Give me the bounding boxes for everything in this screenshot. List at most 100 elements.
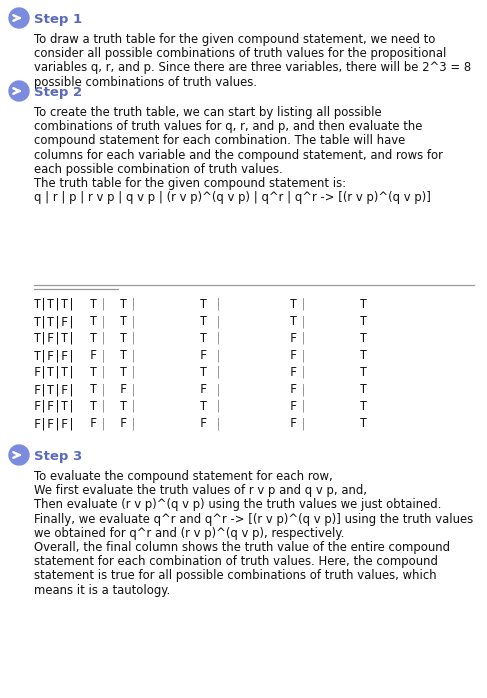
Text: F: F	[290, 383, 297, 396]
Text: T|T|T|: T|T|T|	[34, 298, 76, 311]
Text: Step 2: Step 2	[34, 86, 82, 99]
Text: T|F|F|: T|F|F|	[34, 349, 76, 362]
Text: Overall, the final column shows the truth value of the entire compound: Overall, the final column shows the trut…	[34, 541, 450, 554]
Text: T: T	[120, 349, 127, 362]
Text: T: T	[120, 298, 127, 311]
Text: F: F	[290, 349, 297, 362]
Text: |: |	[100, 349, 107, 362]
Text: F|F|T|: F|F|T|	[34, 400, 76, 413]
Text: we obtained for q^r and (r v p)^(q v p), respectively.: we obtained for q^r and (r v p)^(q v p),…	[34, 527, 344, 540]
Text: |: |	[100, 315, 107, 328]
Text: T: T	[360, 383, 367, 396]
Text: |: |	[300, 298, 307, 311]
Text: Then evaluate (r v p)^(q v p) using the truth values we just obtained.: Then evaluate (r v p)^(q v p) using the …	[34, 498, 441, 512]
Text: T: T	[290, 315, 297, 328]
Text: F: F	[120, 417, 127, 430]
Text: T: T	[120, 366, 127, 379]
Text: combinations of truth values for q, r, and p, and then evaluate the: combinations of truth values for q, r, a…	[34, 120, 422, 133]
Text: |: |	[215, 383, 222, 396]
Text: |: |	[215, 400, 222, 413]
Text: |: |	[215, 298, 222, 311]
Text: T: T	[120, 332, 127, 345]
Text: statement for each combination of truth values. Here, the compound: statement for each combination of truth …	[34, 555, 438, 568]
Text: T: T	[360, 315, 367, 328]
Text: |: |	[100, 366, 107, 379]
Text: F: F	[290, 400, 297, 413]
Text: |: |	[100, 400, 107, 413]
Text: columns for each variable and the compound statement, and rows for: columns for each variable and the compou…	[34, 149, 443, 162]
Text: |: |	[100, 298, 107, 311]
Text: F: F	[290, 366, 297, 379]
Text: |: |	[215, 332, 222, 345]
Text: |: |	[300, 315, 307, 328]
Text: |: |	[130, 366, 137, 379]
Text: F: F	[90, 349, 97, 362]
Text: |: |	[300, 400, 307, 413]
Text: T: T	[200, 400, 207, 413]
Text: F: F	[90, 417, 97, 430]
Text: |: |	[130, 417, 137, 430]
Text: The truth table for the given compound statement is:: The truth table for the given compound s…	[34, 177, 346, 190]
Text: T: T	[90, 332, 97, 345]
Text: T: T	[360, 298, 367, 311]
Text: Step 3: Step 3	[34, 450, 82, 463]
Text: F|F|F|: F|F|F|	[34, 417, 76, 430]
Text: compound statement for each combination. The table will have: compound statement for each combination.…	[34, 135, 405, 147]
Text: T: T	[200, 366, 207, 379]
Text: T|F|T|: T|F|T|	[34, 332, 76, 345]
Text: T: T	[360, 332, 367, 345]
Text: statement is true for all possible combinations of truth values, which: statement is true for all possible combi…	[34, 570, 437, 582]
Text: |: |	[215, 349, 222, 362]
Circle shape	[9, 445, 29, 465]
Text: T: T	[360, 366, 367, 379]
Text: possible combinations of truth values.: possible combinations of truth values.	[34, 75, 257, 89]
Circle shape	[9, 81, 29, 101]
Text: F: F	[200, 349, 207, 362]
Text: T: T	[360, 349, 367, 362]
Text: |: |	[215, 315, 222, 328]
Text: We first evaluate the truth values of r v p and q v p, and,: We first evaluate the truth values of r …	[34, 484, 367, 497]
Text: T: T	[90, 383, 97, 396]
Text: |: |	[130, 315, 137, 328]
Text: |: |	[300, 417, 307, 430]
Text: T: T	[360, 417, 367, 430]
Text: T: T	[200, 315, 207, 328]
Text: |: |	[300, 383, 307, 396]
Text: T: T	[90, 315, 97, 328]
Text: T: T	[120, 315, 127, 328]
Text: To create the truth table, we can start by listing all possible: To create the truth table, we can start …	[34, 106, 382, 119]
Text: T: T	[200, 298, 207, 311]
Text: |: |	[100, 417, 107, 430]
Text: F|T|F|: F|T|F|	[34, 383, 76, 396]
Text: Step 1: Step 1	[34, 13, 82, 26]
Text: |: |	[300, 366, 307, 379]
Text: |: |	[130, 400, 137, 413]
Text: F: F	[290, 332, 297, 345]
Text: F: F	[200, 417, 207, 430]
Text: T: T	[290, 298, 297, 311]
Text: F|T|T|: F|T|T|	[34, 366, 76, 379]
Text: F: F	[290, 417, 297, 430]
Text: q | r | p | r v p | q v p | (r v p)^(q v p) | q^r | q^r -> [(r v p)^(q v p)]: q | r | p | r v p | q v p | (r v p)^(q v…	[34, 191, 431, 205]
Text: Finally, we evaluate q^r and q^r -> [(r v p)^(q v p)] using the truth values: Finally, we evaluate q^r and q^r -> [(r …	[34, 512, 473, 526]
Text: To draw a truth table for the given compound statement, we need to: To draw a truth table for the given comp…	[34, 33, 435, 46]
Text: |: |	[130, 332, 137, 345]
Text: consider all possible combinations of truth values for the propositional: consider all possible combinations of tr…	[34, 47, 447, 60]
Text: |: |	[300, 332, 307, 345]
Text: means it is a tautology.: means it is a tautology.	[34, 584, 170, 597]
Text: T: T	[90, 298, 97, 311]
Text: T: T	[360, 400, 367, 413]
Text: |: |	[100, 332, 107, 345]
Text: |: |	[130, 383, 137, 396]
Text: |: |	[215, 366, 222, 379]
Text: T: T	[200, 332, 207, 345]
Text: F: F	[200, 383, 207, 396]
Text: variables q, r, and p. Since there are three variables, there will be 2^3 = 8: variables q, r, and p. Since there are t…	[34, 61, 471, 75]
Circle shape	[9, 8, 29, 28]
Text: each possible combination of truth values.: each possible combination of truth value…	[34, 163, 283, 176]
Text: To evaluate the compound statement for each row,: To evaluate the compound statement for e…	[34, 470, 333, 483]
Text: F: F	[120, 383, 127, 396]
Text: |: |	[300, 349, 307, 362]
Text: T|T|F|: T|T|F|	[34, 315, 76, 328]
Text: T: T	[90, 400, 97, 413]
